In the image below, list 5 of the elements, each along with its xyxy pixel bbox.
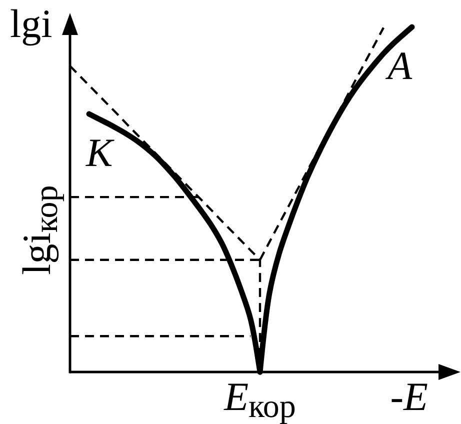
y-axis-title: lgi — [10, 1, 52, 46]
series-label: K — [85, 130, 115, 175]
text: E$_{кор}$ — [223, 374, 296, 424]
x-axis-title: -E — [390, 374, 428, 419]
series-label: A — [384, 43, 413, 88]
